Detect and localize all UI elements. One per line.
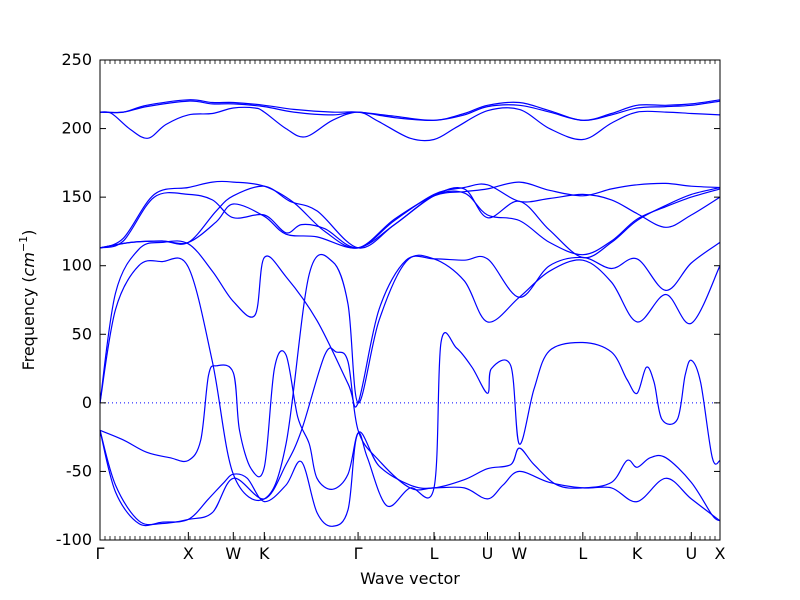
- series-lines: [99, 99, 721, 527]
- band-line-5: [99, 183, 721, 249]
- y-axis-label-unit-exp: −1: [17, 236, 30, 252]
- y-tick-label: 50: [72, 324, 92, 343]
- y-tick-label: 250: [61, 50, 92, 69]
- x-tick-label: K: [259, 544, 270, 563]
- y-tick-label: -100: [56, 530, 92, 549]
- x-tick-label: L: [430, 544, 439, 563]
- x-tick-label: Γ: [354, 544, 363, 563]
- y-tick-label: -50: [66, 461, 92, 480]
- x-tick-label: X: [715, 544, 726, 563]
- x-tick-label: W: [225, 544, 241, 563]
- x-axis-label: Wave vector: [360, 569, 460, 588]
- x-tick-label: Γ: [96, 544, 105, 563]
- x-tick-label: L: [578, 544, 587, 563]
- x-tick-label: W: [511, 544, 527, 563]
- band-line-3: [99, 106, 721, 142]
- x-tick-label: U: [482, 544, 494, 563]
- band-line-2: [99, 100, 721, 121]
- band-line-9: [99, 253, 721, 501]
- y-tick-label: 0: [82, 393, 92, 412]
- band-line-10: [99, 332, 721, 508]
- x-tick-label: K: [632, 544, 643, 563]
- y-axis-label-close: ): [19, 230, 38, 236]
- y-tick-label: 200: [61, 119, 92, 138]
- y-tick-label: 150: [61, 187, 92, 206]
- band-line-1: [99, 99, 721, 121]
- band-line-12: [99, 347, 721, 526]
- x-tick-label: U: [685, 544, 697, 563]
- y-tick-label: 100: [61, 256, 92, 275]
- y-axis-label-text: Frequency (: [19, 276, 38, 370]
- y-axis-label: Frequency (cm−1): [17, 230, 38, 371]
- y-axis-label-unit: cm: [19, 252, 38, 276]
- band-line-6: [99, 188, 721, 256]
- band-line-8: [99, 240, 721, 408]
- band-line-11: [99, 430, 721, 527]
- band-line-7: [99, 185, 721, 259]
- x-tick-label: X: [183, 544, 194, 563]
- plot-frame: [99, 59, 721, 541]
- y-axis-ticks: -100 -50 0 50 100 150 200 250: [56, 50, 721, 549]
